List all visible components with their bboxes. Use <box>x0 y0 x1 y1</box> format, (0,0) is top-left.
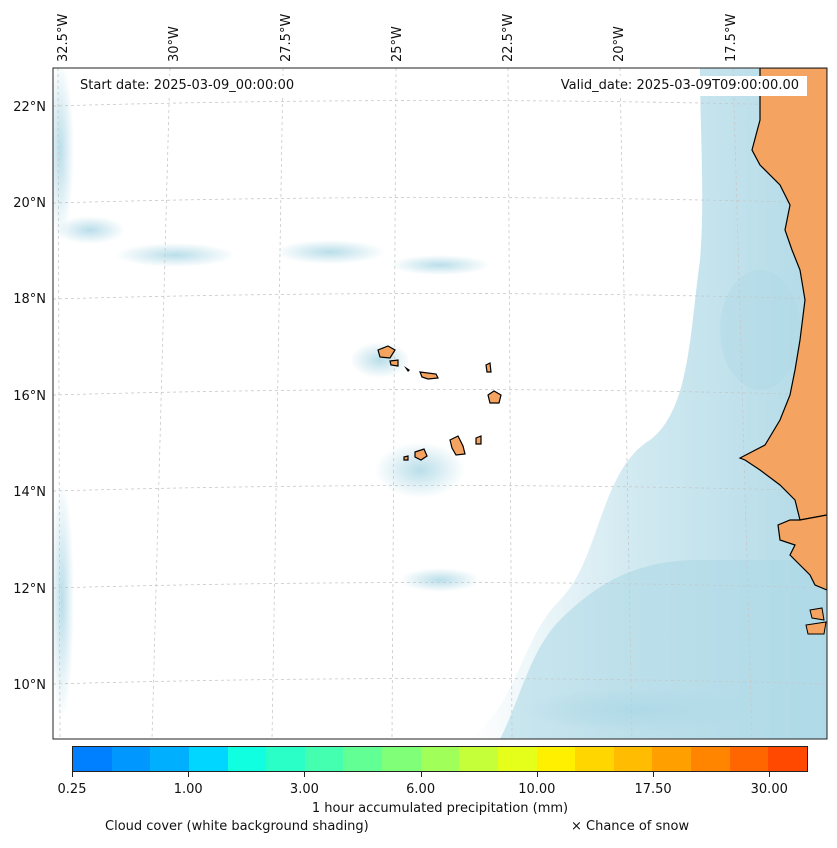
colorbar-tick-mark <box>304 772 306 777</box>
colorbar-segment <box>150 747 189 771</box>
colorbar-tick-label: 1.00 <box>173 782 203 797</box>
colorbar-segment <box>729 747 769 771</box>
island-sao-vicente <box>389 359 399 367</box>
island-maio <box>475 435 482 445</box>
colorbar-tick-mark <box>653 772 655 777</box>
lon-label: 27.5°W <box>279 14 294 62</box>
colorbar-segment <box>304 747 344 771</box>
cloud-cover-note: Cloud cover (white background shading) <box>105 819 369 834</box>
colorbar-segment <box>227 747 267 771</box>
coastal-island <box>805 621 827 635</box>
cloud-patch <box>520 688 760 732</box>
lon-label: 30°W <box>167 26 182 62</box>
cloud-patch <box>53 68 74 240</box>
land-layer <box>738 68 827 635</box>
colorbar-tick-mark <box>72 772 73 777</box>
colorbar-segment <box>266 747 305 771</box>
colorbar-tick-mark <box>420 772 422 777</box>
lon-labels: 32.5°W 30°W 27.5°W 25°W 22.5°W 20°W 17.5… <box>56 14 739 62</box>
island-santiago <box>449 435 466 456</box>
cape-verde-islands <box>377 345 502 461</box>
cloud-patch <box>115 243 235 267</box>
colorbar-tick-label: 3.00 <box>289 782 319 797</box>
cloud-patch <box>390 255 490 275</box>
lat-label: 10°N <box>13 678 46 693</box>
colorbar-label: 1 hour accumulated precipitation (mm) <box>311 801 569 816</box>
colorbar-tick-label: 17.50 <box>634 782 672 797</box>
island-sao-nicolau <box>419 371 439 380</box>
colorbar-segment <box>459 747 498 771</box>
lat-label: 22°N <box>13 100 46 115</box>
valid-date-label: Valid_date: 2025-03-09T09:00:00.00 <box>552 76 807 96</box>
colorbar-tick-mark <box>188 772 190 777</box>
colorbar-segment <box>575 747 614 771</box>
colorbar-segment <box>420 747 460 771</box>
lat-label: 12°N <box>13 582 46 597</box>
lat-labels: 22°N 20°N 18°N 16°N 14°N 12°N 10°N <box>13 100 46 693</box>
cloud-patch <box>55 216 125 244</box>
colorbar-segment <box>613 747 653 771</box>
lat-label: 18°N <box>13 292 46 307</box>
graticule <box>53 68 827 739</box>
colorbar-segment <box>343 747 382 771</box>
colorbar-tick-label: 0.25 <box>57 782 87 797</box>
colorbar-tick-label: 30.00 <box>750 782 788 797</box>
lon-label: 32.5°W <box>56 14 71 62</box>
island-santa-luzia <box>404 366 410 372</box>
cloud-patch <box>350 342 410 378</box>
colorbar-segment <box>382 747 421 771</box>
colorbar-segment <box>111 747 151 771</box>
colorbar-segment <box>768 747 807 771</box>
coastal-island <box>809 607 825 621</box>
lon-label: 22.5°W <box>501 14 516 62</box>
cloud-patch <box>53 480 74 720</box>
colorbar-segment <box>73 747 112 771</box>
colorbar-segment <box>536 747 576 771</box>
colorbar-tick-label: 6.00 <box>406 782 436 797</box>
colorbar-tick-mark <box>769 772 771 777</box>
island-santo-antao <box>377 345 396 359</box>
island-sal <box>485 362 492 373</box>
lon-label: 17.5°W <box>724 14 739 62</box>
island-fogo <box>414 448 428 461</box>
lon-label: 25°W <box>390 26 405 62</box>
colorbar-segment <box>497 747 537 771</box>
cloud-patch <box>275 240 385 264</box>
cloud-patch <box>375 442 465 498</box>
lat-label: 16°N <box>13 389 46 404</box>
colorbar-tick-mark <box>536 772 538 777</box>
map-frame <box>52 67 828 740</box>
start-date-label: Start date: 2025-03-09_00:00:00 <box>72 76 303 96</box>
snow-chance-note: × Chance of snow <box>571 819 690 834</box>
lat-label: 20°N <box>13 196 46 211</box>
colorbar-segment <box>691 747 730 771</box>
lon-label: 20°W <box>612 26 627 62</box>
africa-mainland-south <box>777 514 827 591</box>
africa-mainland <box>738 68 827 521</box>
colorbar-segment <box>652 747 691 771</box>
island-boa-vista <box>487 390 502 404</box>
cloud-patch <box>400 568 480 592</box>
colorbar-segment <box>188 747 228 771</box>
cloud-patch <box>720 270 800 390</box>
lat-label: 14°N <box>13 485 46 500</box>
colorbar-tick-label: 10.00 <box>518 782 556 797</box>
precipitation-colorbar <box>72 746 808 772</box>
island-brava <box>403 455 409 461</box>
